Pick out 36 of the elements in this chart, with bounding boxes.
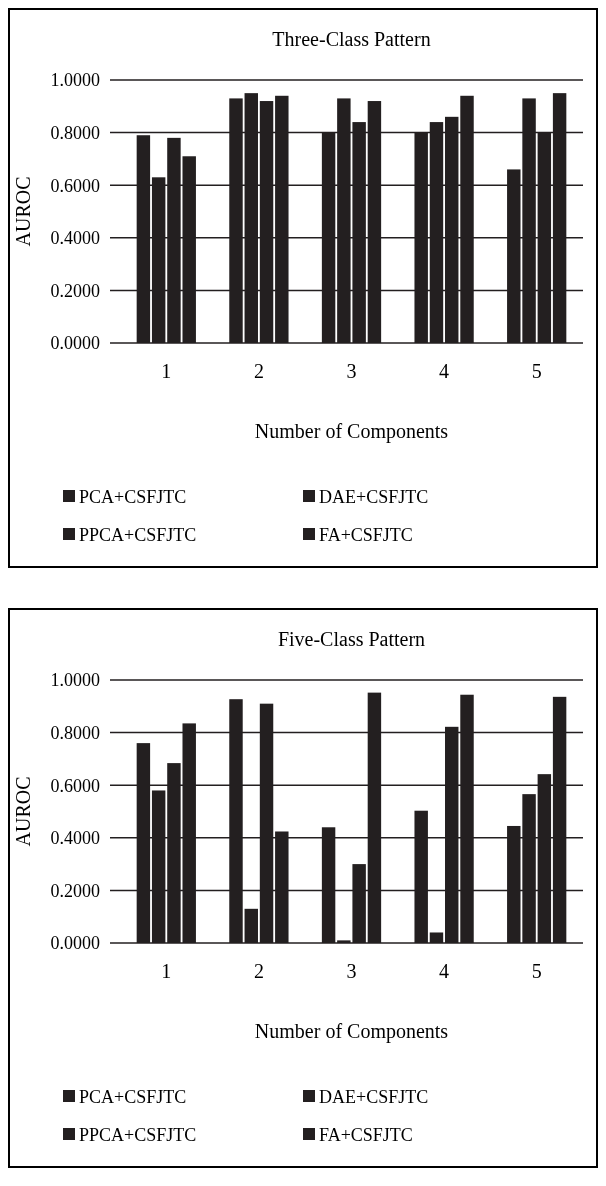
x-tick-label: 5 bbox=[531, 960, 542, 982]
y-tick-label: 0.8000 bbox=[50, 122, 100, 143]
legend-label: FA+CSFJTC bbox=[319, 1125, 413, 1145]
legend-label: FA+CSFJTC bbox=[319, 525, 413, 545]
legend-label: PPCA+CSFJTC bbox=[79, 1125, 197, 1145]
y-tick-label: 0.4000 bbox=[50, 828, 100, 849]
y-tick-label: 1.0000 bbox=[50, 70, 100, 91]
x-axis-title: Number of Components bbox=[254, 1020, 449, 1043]
x-axis-title: Number of Components bbox=[254, 420, 449, 443]
x-tick-label: 3 bbox=[346, 960, 357, 982]
legend-label: PCA+CSFJTC bbox=[79, 1087, 187, 1107]
chart-title: Three-Class Pattern bbox=[272, 28, 431, 50]
y-tick-label: 0.8000 bbox=[50, 722, 100, 743]
legend-label: PCA+CSFJTC bbox=[79, 487, 187, 507]
y-tick-label: 1.0000 bbox=[50, 670, 100, 691]
chart-title: Five-Class Pattern bbox=[277, 628, 426, 650]
x-tick-label: 4 bbox=[439, 360, 450, 382]
y-tick-label: 0.0000 bbox=[50, 333, 100, 354]
y-axis-title: AUROC bbox=[12, 776, 34, 847]
x-tick-label: 5 bbox=[531, 360, 542, 382]
x-tick-label: 3 bbox=[346, 360, 357, 382]
y-tick-label: 0.2000 bbox=[50, 280, 100, 301]
x-tick-label: 1 bbox=[161, 360, 172, 382]
y-axis-title: AUROC bbox=[12, 176, 34, 247]
x-tick-label: 2 bbox=[253, 360, 264, 382]
legend-label: DAE+CSFJTC bbox=[319, 487, 429, 507]
y-tick-label: 0.0000 bbox=[50, 933, 100, 954]
y-tick-label: 0.2000 bbox=[50, 880, 100, 901]
legend-label: DAE+CSFJTC bbox=[319, 1087, 429, 1107]
y-tick-label: 0.6000 bbox=[50, 775, 100, 796]
legend-label: PPCA+CSFJTC bbox=[79, 525, 197, 545]
y-tick-label: 0.4000 bbox=[50, 228, 100, 249]
x-tick-label: 1 bbox=[161, 960, 172, 982]
x-tick-label: 2 bbox=[253, 960, 264, 982]
x-tick-label: 4 bbox=[439, 960, 450, 982]
y-tick-label: 0.6000 bbox=[50, 175, 100, 196]
